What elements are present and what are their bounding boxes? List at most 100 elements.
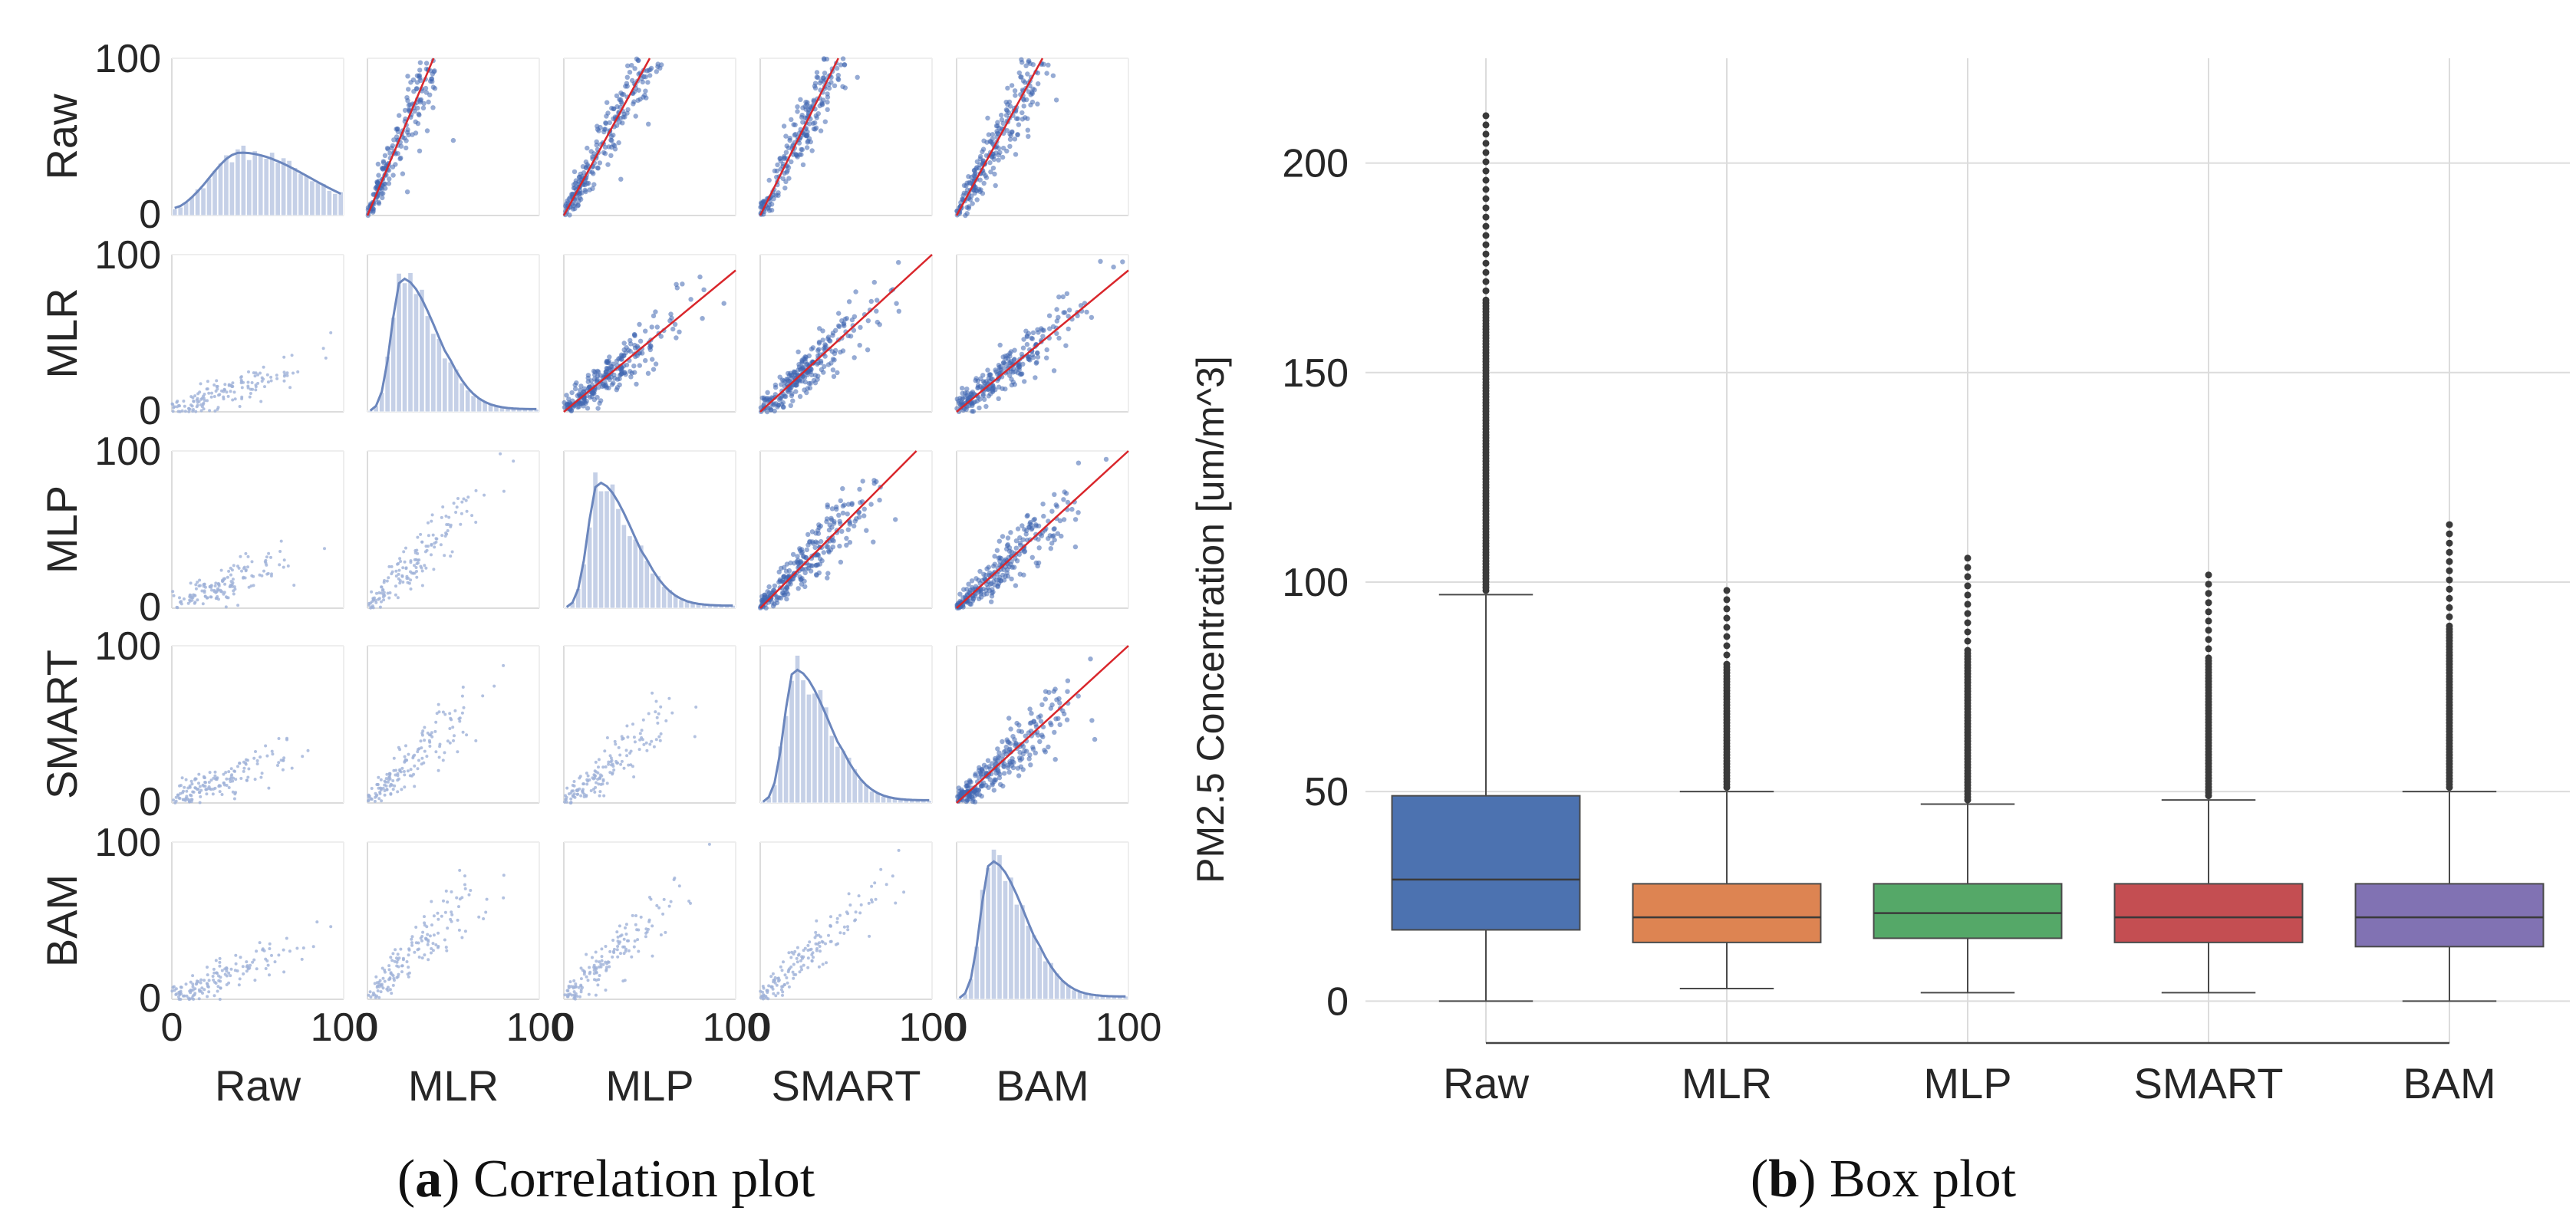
outlier-point [2446,604,2453,611]
scatter-point [795,956,799,960]
scatter-point [404,546,407,550]
scatter-point [659,705,663,709]
scatter-point [1020,110,1025,116]
scatter-point [231,398,235,402]
scatter-point [1052,526,1057,531]
scatter-point [255,967,259,971]
scatter-point [396,953,400,956]
outlier-point [2205,654,2212,662]
scatter-point [252,574,255,578]
scatter-point [198,584,202,587]
y-tick-0: 0 [139,192,161,237]
hist-bar [609,483,616,609]
scatter-point [396,562,399,566]
hist-bar [621,524,628,609]
scatter-point [377,591,381,594]
scatter-point [204,781,207,785]
scatter-point [585,778,589,781]
scatter-point [1036,732,1041,738]
scatter-point [424,937,428,941]
scatter-point [423,85,429,91]
hist-bar [303,175,310,216]
scatter-point [848,903,852,907]
scatter-point [868,502,874,507]
scatter-point [781,378,786,383]
scatter-point [225,777,229,781]
scatter-point [647,920,651,923]
outliers [1964,554,1972,804]
scatter-point [581,969,585,972]
scatter-point [194,777,198,781]
scatter-point [384,146,390,151]
hist-bar [1048,962,1054,1000]
outlier-point [1723,587,1731,594]
caption-a-label: a [415,1150,442,1209]
scatter-point [605,162,611,167]
scatter-point [800,968,803,972]
scatter-point [198,801,202,804]
scatter-point [205,792,209,796]
scatter-point [625,724,629,728]
scatter-point [207,391,211,395]
scatter-point [994,548,1000,553]
scatter-point [398,768,402,772]
scatter-points [954,57,1059,219]
scatter-point [390,173,396,178]
scatter-point [987,391,993,396]
scatter-point [306,749,310,752]
scatter-point [367,795,371,798]
scatter-point [958,400,964,405]
scatter-point [604,945,608,948]
box-mlr [1632,587,1822,989]
scatter-point [184,982,188,986]
scatter-point [1033,750,1039,755]
scatter-point [974,197,980,202]
scatter-point [808,948,812,952]
hist-bar [286,160,292,216]
regression-line [956,450,1129,609]
scatter-point [667,318,673,324]
scatter-point [442,899,445,903]
scatter-point [426,943,430,946]
scatter-point [602,380,608,385]
scatter-point [379,165,385,171]
scatter-point [847,540,853,545]
scatter-point [970,201,975,206]
scatter-point [231,384,235,388]
scatter-point [781,574,786,579]
hist-bar [789,679,795,804]
scatter-point [216,581,220,585]
scatter-point [604,365,609,371]
scatter-point [213,774,217,778]
scatter-point [1103,456,1109,462]
scatter-point [812,380,819,386]
scatter-point [759,989,763,993]
scatter-point [369,606,373,610]
hist-bar [1071,989,1077,1000]
pair-cell-smart-raw [171,645,344,804]
scatter-point [189,989,193,992]
scatter-point [1015,132,1020,137]
scatter-point [805,531,811,538]
scatter-point [861,513,867,518]
scatter-point [276,764,279,767]
scatter-point [1022,379,1027,384]
outlier-point [1723,651,1731,659]
scatter-point [996,750,1002,755]
scatter-point [782,960,785,964]
scatter-point [183,798,187,801]
scatter-point [1036,537,1041,542]
scatter-point [1013,369,1018,374]
scatter-point [398,748,402,752]
scatter-point [251,960,255,964]
scatter-point [175,992,179,995]
scatter-point [781,993,784,997]
scatter-point [380,591,384,595]
scatter-point [573,795,577,799]
scatter-point [987,372,992,378]
scatter-point [805,140,810,145]
scatter-point [377,797,381,801]
scatter-point [244,762,248,765]
scatter-point [1010,564,1015,570]
scatter-point [802,955,805,959]
